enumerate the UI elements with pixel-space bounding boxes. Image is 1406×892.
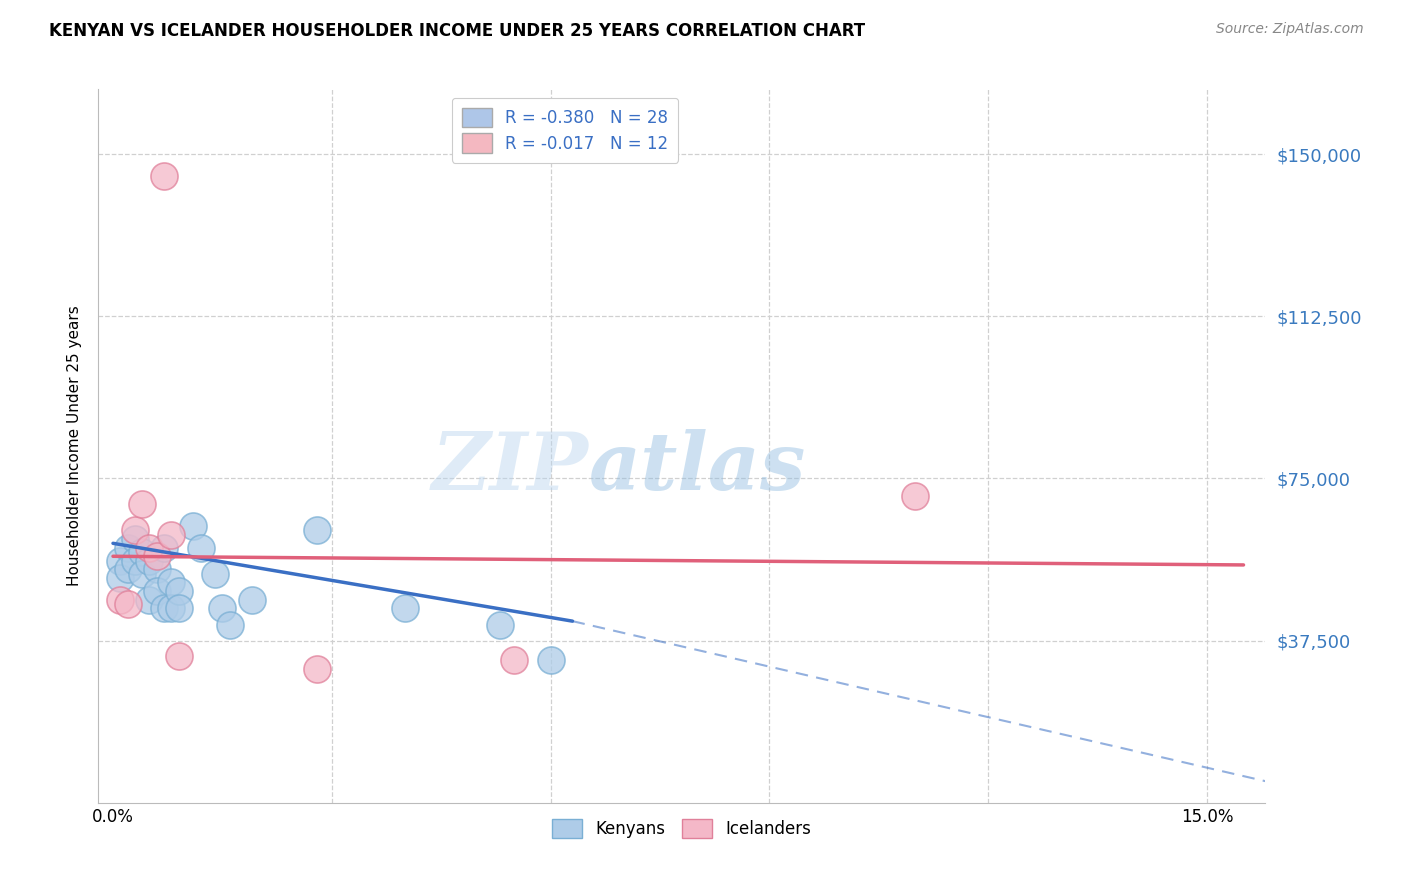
- Point: [167, 648, 190, 663]
- Point: [307, 662, 329, 676]
- Text: atlas: atlas: [589, 429, 806, 506]
- Point: [167, 601, 190, 615]
- Point: [204, 566, 226, 581]
- Point: [904, 489, 927, 503]
- Point: [167, 583, 190, 598]
- Text: ZIP: ZIP: [432, 429, 589, 506]
- Point: [394, 601, 416, 615]
- Point: [153, 541, 176, 555]
- Point: [138, 553, 160, 567]
- Point: [503, 653, 526, 667]
- Point: [124, 532, 146, 546]
- Point: [160, 601, 183, 615]
- Y-axis label: Householder Income Under 25 years: Householder Income Under 25 years: [67, 306, 83, 586]
- Point: [153, 601, 176, 615]
- Point: [488, 618, 510, 632]
- Point: [138, 541, 160, 555]
- Point: [240, 592, 263, 607]
- Point: [138, 592, 160, 607]
- Point: [110, 553, 132, 567]
- Point: [131, 497, 153, 511]
- Point: [124, 553, 146, 567]
- Text: Source: ZipAtlas.com: Source: ZipAtlas.com: [1216, 22, 1364, 37]
- Legend: Kenyans, Icelanders: Kenyans, Icelanders: [546, 812, 818, 845]
- Point: [181, 519, 204, 533]
- Point: [110, 571, 132, 585]
- Point: [146, 583, 169, 598]
- Point: [131, 566, 153, 581]
- Point: [190, 541, 212, 555]
- Point: [131, 545, 153, 559]
- Point: [117, 541, 139, 555]
- Point: [124, 524, 146, 538]
- Point: [146, 549, 169, 564]
- Point: [153, 169, 176, 183]
- Point: [160, 527, 183, 541]
- Point: [160, 575, 183, 590]
- Point: [218, 618, 240, 632]
- Point: [117, 562, 139, 576]
- Point: [117, 597, 139, 611]
- Point: [146, 562, 169, 576]
- Point: [540, 653, 562, 667]
- Point: [110, 592, 132, 607]
- Point: [307, 524, 329, 538]
- Point: [211, 601, 233, 615]
- Text: KENYAN VS ICELANDER HOUSEHOLDER INCOME UNDER 25 YEARS CORRELATION CHART: KENYAN VS ICELANDER HOUSEHOLDER INCOME U…: [49, 22, 865, 40]
